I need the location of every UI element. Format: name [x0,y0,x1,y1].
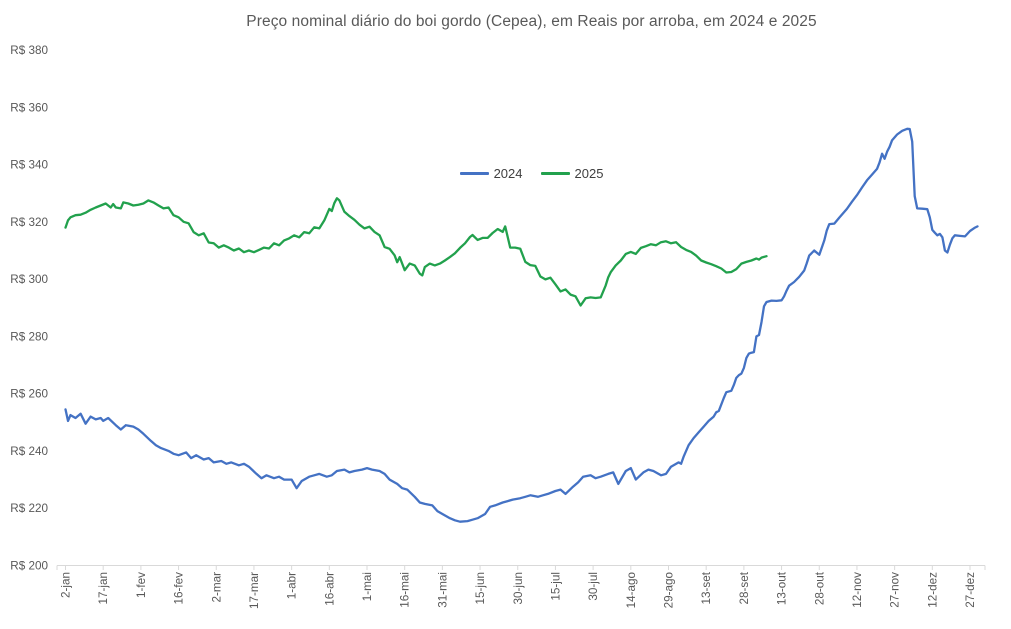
legend-label-2024: 2024 [493,166,523,181]
x-axis-tick-label: 16-abr [323,572,336,606]
legend-line-swatch-2024 [459,172,489,175]
legend-item-2024: 2024 [459,166,523,181]
x-axis-tick-label: 14-ago [625,572,638,609]
y-axis-tick-label: R$ 380 [10,44,48,57]
y-axis-tick-label: R$ 320 [10,216,48,229]
y-axis-tick-label: R$ 240 [10,445,48,458]
x-axis-tick-label: 15-jul [549,572,562,601]
y-axis-tick-label: R$ 200 [10,560,48,573]
series-line-2024 [64,127,979,523]
x-axis-tick-label: 1-mai [361,572,374,601]
x-axis-tick-label: 13-out [776,571,789,605]
y-axis-tick-label: R$ 340 [10,159,48,172]
x-axis-tick-label: 2-jan [60,572,73,598]
x-axis-tick-label: 15-jun [474,572,487,605]
x-axis-tick-label: 29-ago [663,572,676,609]
x-axis-tick-label: 16-mai [399,572,412,608]
legend: 2024 2025 [60,166,1003,181]
y-axis-tick-label: R$ 300 [10,273,48,286]
series-line-2025 [64,197,768,307]
x-axis-tick-label: 16-fev [173,572,186,605]
x-axis-tick-label: 13-set [700,571,713,604]
x-axis-tick-label: 30-jul [587,572,600,601]
legend-line-swatch-2025 [540,172,570,175]
y-axis-tick-label: R$ 360 [10,101,48,114]
y-axis-tick-label: R$ 220 [10,502,48,515]
y-axis-tick-label: R$ 280 [10,330,48,343]
x-axis-tick-label: 27-dez [964,572,977,608]
legend-label-2025: 2025 [574,166,604,181]
x-axis-tick-label: 1-fev [135,572,148,598]
y-axis-tick-label: R$ 260 [10,388,48,401]
x-axis-tick-label: 17-mar [248,572,261,609]
x-axis-tick-label: 1-abr [286,572,299,599]
x-axis-tick-label: 2-mar [210,572,223,603]
x-axis-tick-label: 27-nov [889,572,902,608]
x-axis-tick-label: 12-dez [926,572,939,608]
x-axis-tick-label: 28-out [813,571,826,605]
legend-item-2025: 2025 [540,166,604,181]
x-axis-tick-label: 31-mai [436,572,449,608]
chart-title: Preço nominal diário do boi gordo (Cepea… [246,13,817,30]
x-axis-tick-label: 28-set [738,571,751,604]
x-axis-tick-label: 30-jun [512,572,525,605]
x-axis-tick-label: 17-jan [97,572,110,605]
x-axis-tick-label: 12-nov [851,572,864,608]
